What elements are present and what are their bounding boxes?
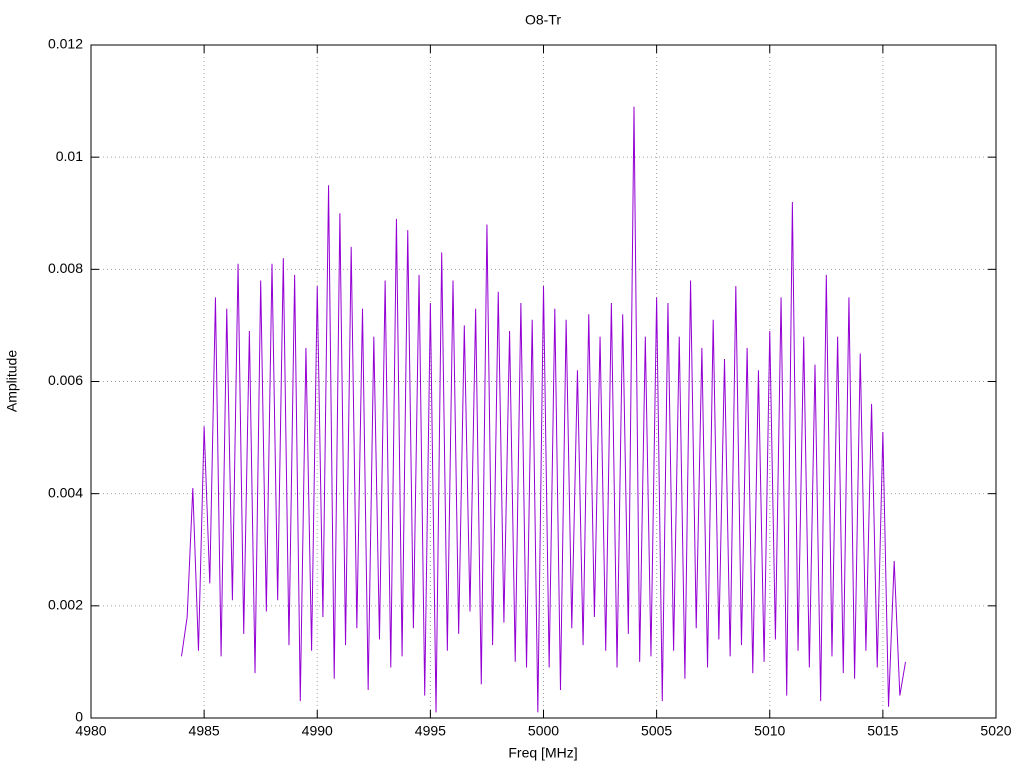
y-axis-label: Amplitude <box>4 350 20 412</box>
x-tick-label: 4990 <box>302 723 333 739</box>
y-tick-label: 0.004 <box>48 484 83 500</box>
x-tick-label: 5020 <box>980 723 1011 739</box>
chart-title: O8-Tr <box>525 12 561 28</box>
y-tick-label: 0.01 <box>56 148 83 164</box>
x-axis-label: Freq [MHz] <box>508 745 577 761</box>
x-tick-label: 4980 <box>75 723 106 739</box>
x-tick-label: 5015 <box>867 723 898 739</box>
y-tick-label: 0.012 <box>48 36 83 52</box>
y-tick-label: 0.006 <box>48 372 83 388</box>
x-tick-label: 4985 <box>189 723 220 739</box>
x-tick-label: 5005 <box>641 723 672 739</box>
y-tick-label: 0.008 <box>48 260 83 276</box>
plot-frame <box>90 44 997 719</box>
data-line <box>181 106 906 713</box>
y-tick-label: 0 <box>75 709 83 725</box>
x-tick-label: 5010 <box>754 723 785 739</box>
x-tick-label: 5000 <box>528 723 559 739</box>
y-tick-label: 0.002 <box>48 597 83 613</box>
x-tick-label: 4995 <box>415 723 446 739</box>
